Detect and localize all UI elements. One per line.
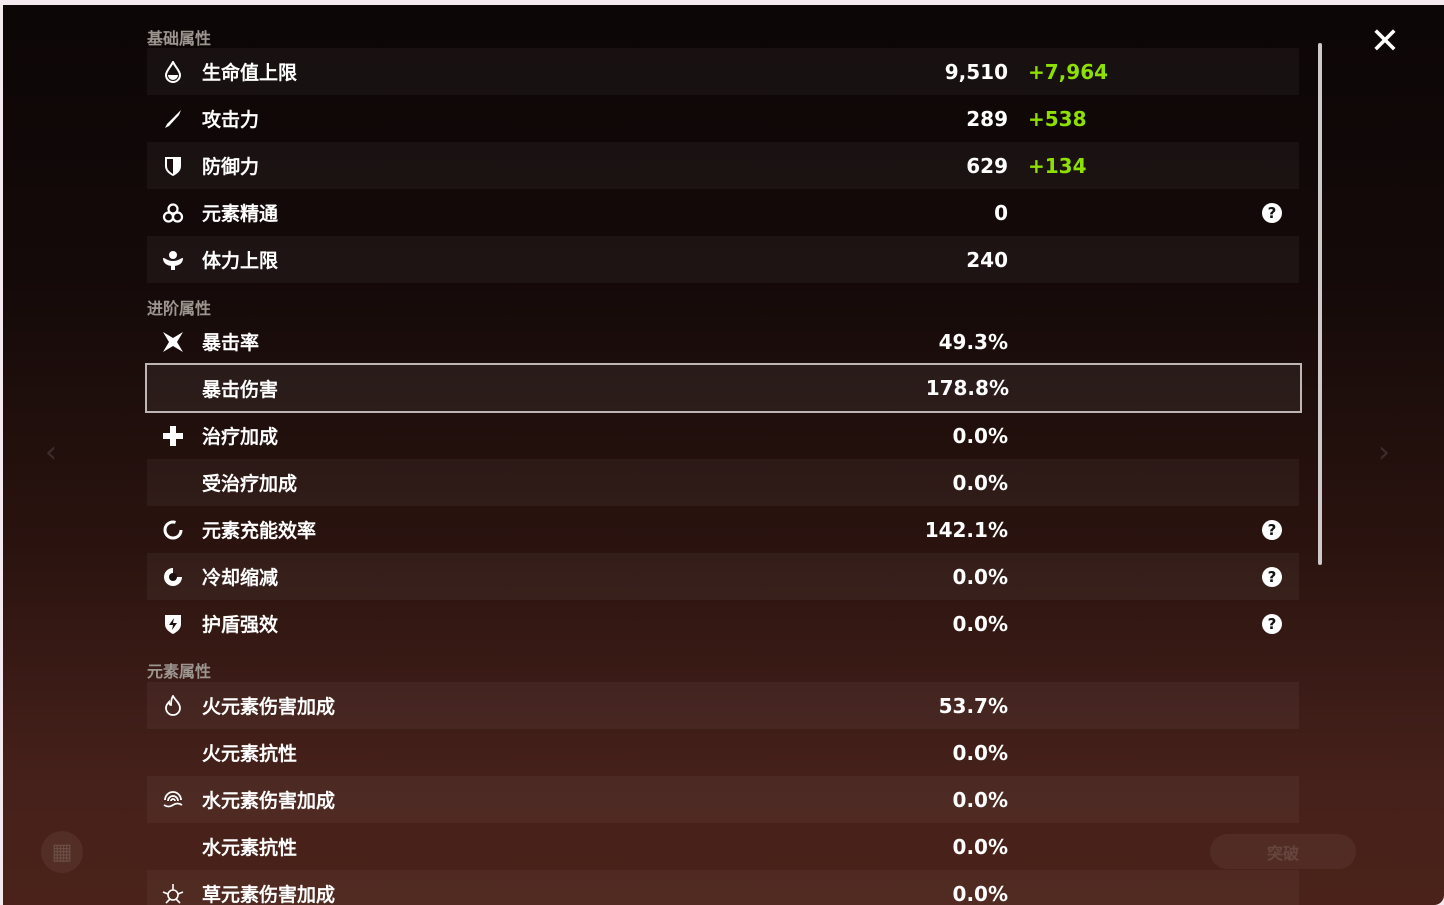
elemental-mastery-icon — [161, 201, 185, 225]
stat-value: 0.0% — [952, 611, 1008, 636]
stat-label: 受治疗加成 — [202, 473, 298, 495]
next-character-arrow-icon[interactable]: › — [1378, 435, 1390, 470]
stat-value: 178.8% — [925, 376, 1009, 400]
stat-bonus: +7,964 — [1028, 59, 1109, 84]
stat-label: 水元素抗性 — [202, 837, 298, 859]
stat-label: 生命值上限 — [202, 62, 298, 84]
shield-icon — [161, 154, 185, 178]
stat-label: 体力上限 — [202, 250, 279, 272]
stat-label: 草元素伤害加成 — [202, 884, 336, 905]
stat-row[interactable]: 火元素抗性 0.0% — [147, 729, 1299, 776]
stat-value: 289 — [966, 106, 1008, 131]
stat-label: 治疗加成 — [202, 426, 279, 448]
stat-row[interactable]: 暴击率 49.3% — [147, 318, 1299, 365]
stat-row[interactable]: 攻击力 289 +538 — [147, 95, 1299, 142]
stat-label: 攻击力 — [202, 109, 260, 131]
stat-value: 49.3% — [938, 329, 1008, 354]
hydro-icon — [161, 788, 185, 812]
stat-value: 240 — [966, 247, 1008, 272]
stamina-icon — [161, 248, 185, 272]
stat-row[interactable]: 水元素抗性 0.0% — [147, 823, 1299, 870]
sword-icon — [161, 107, 185, 131]
stat-row[interactable]: 元素充能效率 142.1%? — [147, 506, 1299, 553]
stat-value: 53.7% — [938, 693, 1008, 718]
stat-row[interactable]: 冷却缩减 0.0%? — [147, 553, 1299, 600]
stat-row[interactable]: 草元素伤害加成 0.0% — [147, 870, 1299, 905]
stat-bonus: +538 — [1028, 106, 1087, 131]
stat-label: 火元素抗性 — [202, 743, 298, 765]
stat-label: 冷却缩减 — [202, 567, 279, 589]
stat-row[interactable]: 元素精通 0? — [147, 189, 1299, 236]
stat-label: 护盾强效 — [202, 614, 279, 636]
hp-drop-icon — [161, 60, 185, 84]
stat-value: 0.0% — [952, 881, 1008, 905]
dendro-icon — [161, 882, 185, 905]
stat-row[interactable]: 水元素伤害加成 0.0% — [147, 776, 1299, 823]
stat-row[interactable]: 治疗加成 0.0% — [147, 412, 1299, 459]
stat-bonus: +134 — [1028, 153, 1087, 178]
stat-value: 0.0% — [952, 423, 1008, 448]
stat-value: 142.1% — [924, 517, 1008, 542]
character-stats-screen: ‹ › ▦ 突破 基础属性生命值上限 9,510 +7,964 攻击力 289 +538 防… — [3, 5, 1444, 905]
help-icon[interactable]: ? — [1262, 613, 1282, 634]
stat-label: 元素充能效率 — [202, 520, 317, 542]
stat-value: 629 — [966, 153, 1008, 178]
healing-cross-icon — [161, 424, 185, 448]
close-button[interactable]: ✕ — [1369, 20, 1401, 62]
stat-label: 暴击率 — [202, 332, 260, 354]
scrollbar[interactable] — [1318, 43, 1322, 565]
section-header: 进阶属性 — [147, 299, 212, 318]
stat-value: 0 — [994, 200, 1008, 225]
stat-row[interactable]: 暴击伤害 178.8% — [145, 363, 1302, 413]
stat-value: 0.0% — [952, 564, 1008, 589]
stat-row[interactable]: 受治疗加成 0.0% — [147, 459, 1299, 506]
cooldown-icon — [161, 565, 185, 589]
help-icon[interactable]: ? — [1262, 202, 1282, 223]
stat-value: 0.0% — [952, 740, 1008, 765]
stat-row[interactable]: 生命值上限 9,510 +7,964 — [147, 48, 1299, 95]
section-header: 元素属性 — [147, 662, 212, 681]
crit-rate-icon — [161, 330, 185, 354]
stat-label: 火元素伤害加成 — [202, 696, 336, 718]
help-icon[interactable]: ? — [1262, 519, 1282, 540]
stat-value: 0.0% — [952, 470, 1008, 495]
stat-value: 0.0% — [952, 834, 1008, 859]
stat-value: 0.0% — [952, 787, 1008, 812]
stat-row[interactable]: 火元素伤害加成 53.7% — [147, 682, 1299, 729]
prev-character-arrow-icon[interactable]: ‹ — [45, 435, 57, 470]
stat-label: 暴击伤害 — [202, 378, 279, 401]
help-icon[interactable]: ? — [1262, 566, 1282, 587]
stat-label: 防御力 — [202, 156, 260, 178]
stat-value: 9,510 — [944, 59, 1008, 84]
breakthrough-button[interactable]: 突破 — [1210, 834, 1356, 869]
shield-strength-icon — [161, 612, 185, 636]
stat-row[interactable]: 护盾强效 0.0%? — [147, 600, 1299, 647]
stat-row[interactable]: 防御力 629 +134 — [147, 142, 1299, 189]
stat-label: 元素精通 — [202, 203, 279, 225]
stat-row[interactable]: 体力上限 240 — [147, 236, 1299, 283]
energy-recharge-icon — [161, 518, 185, 542]
menu-grid-button[interactable]: ▦ — [41, 831, 83, 873]
pyro-icon — [161, 694, 185, 718]
section-header: 基础属性 — [147, 29, 212, 48]
stat-label: 水元素伤害加成 — [202, 790, 336, 812]
